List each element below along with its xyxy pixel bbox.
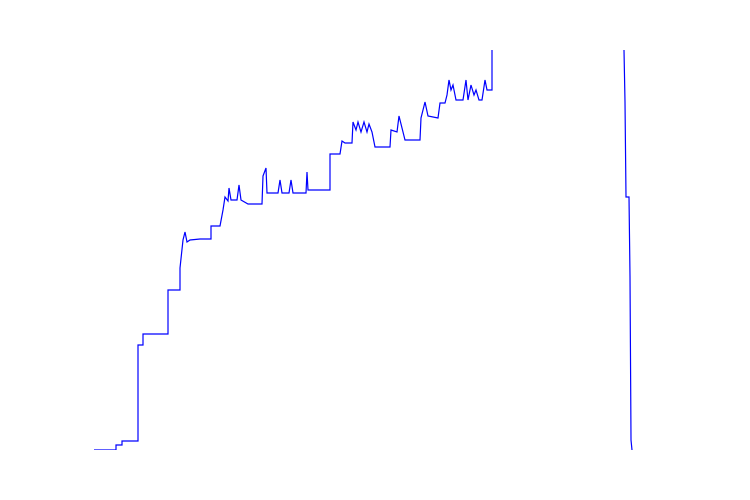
plot-area [94, 50, 633, 450]
data-line [94, 50, 633, 450]
